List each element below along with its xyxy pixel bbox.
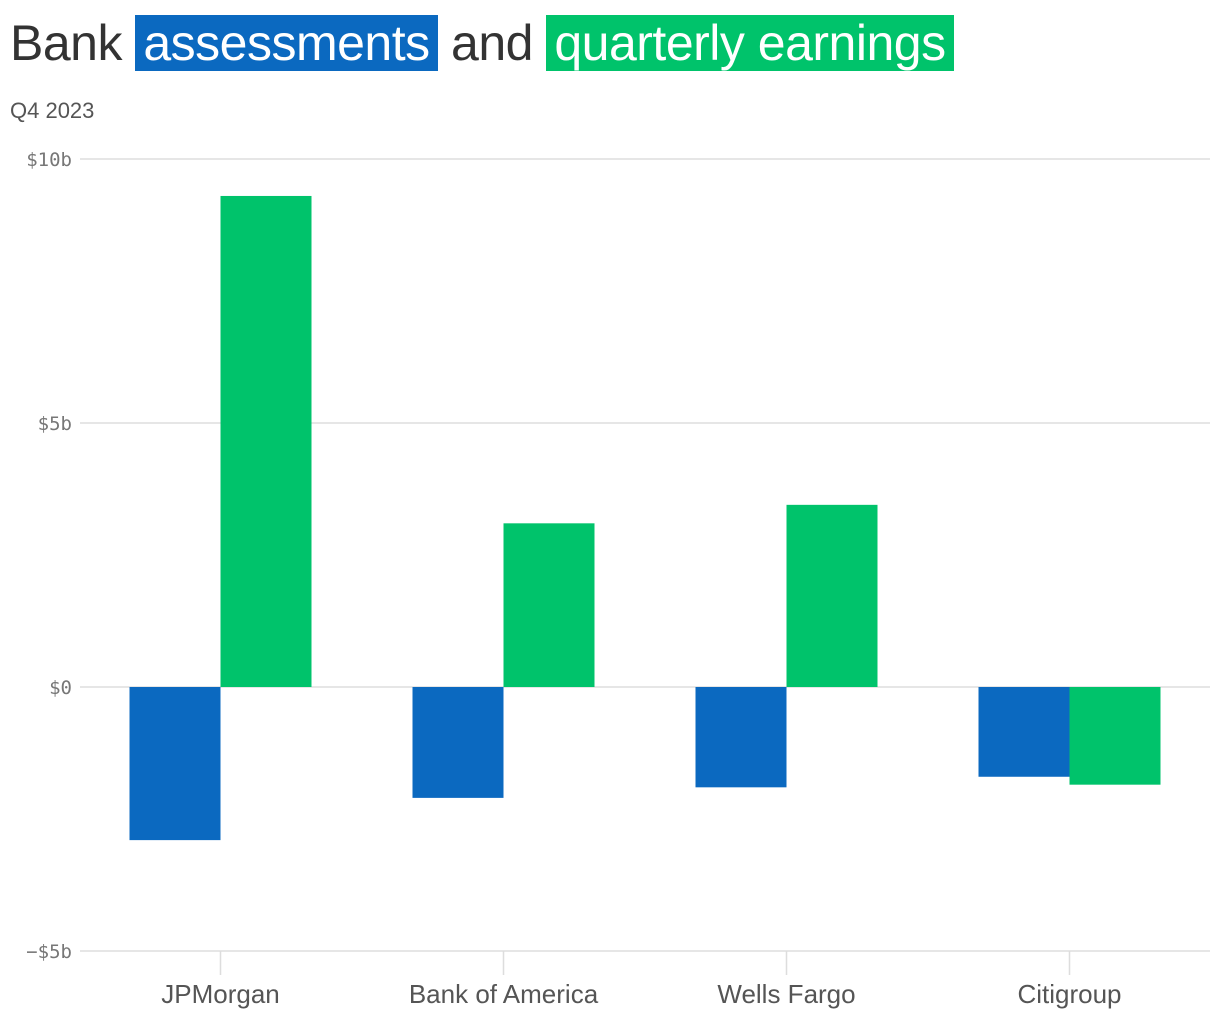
label-layer: $10b $5b $0 −$5b JPMorgan Bank of America Well… — [26, 149, 1121, 1009]
bar-earnings — [1069, 687, 1161, 785]
bar-earnings — [786, 504, 878, 687]
bar-earnings — [220, 195, 312, 687]
bar-assessments — [695, 687, 787, 788]
y-tick-label: −$5b — [26, 941, 72, 963]
bar-assessments — [412, 687, 504, 798]
bar-layer — [129, 195, 1161, 841]
chart-subtitle: Q4 2023 — [10, 98, 95, 123]
title-highlight-assessments: assessments — [135, 15, 438, 71]
title-part-2: and — [437, 15, 547, 71]
x-tick-label: JPMorgan — [161, 979, 280, 1009]
y-tick-label: $5b — [38, 413, 72, 435]
x-tick-label: Bank of America — [409, 979, 599, 1009]
title-highlight-earnings: quarterly earnings — [546, 15, 954, 71]
y-tick-label: $10b — [26, 149, 72, 171]
y-tick-label: $0 — [49, 677, 72, 699]
title-part-1: Bank — [10, 15, 136, 71]
bar-assessments — [129, 687, 221, 841]
x-tick-label: Wells Fargo — [717, 979, 855, 1009]
bar-assessments — [978, 687, 1070, 777]
chart-title: Bank assessments and quarterly earnings — [10, 12, 954, 74]
bar-earnings — [503, 523, 595, 687]
x-tick-label: Citigroup — [1017, 979, 1121, 1009]
